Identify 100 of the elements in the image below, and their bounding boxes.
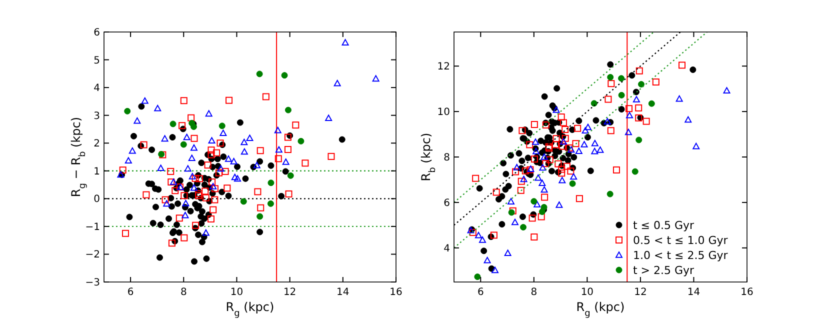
point: [178, 122, 186, 130]
point: [257, 204, 264, 212]
point: [190, 184, 198, 191]
point: [284, 146, 292, 153]
point: [176, 214, 183, 222]
point: [692, 142, 700, 150]
point: [240, 198, 247, 205]
point: [618, 75, 625, 82]
point: [216, 140, 224, 147]
point: [584, 124, 592, 130]
point: [256, 213, 264, 220]
point: [262, 93, 270, 100]
point: [596, 146, 604, 153]
point: [591, 148, 598, 154]
point: [562, 126, 569, 133]
point: [475, 232, 482, 238]
x-tick-label: 8: [530, 287, 538, 298]
point: [157, 164, 164, 172]
point: [532, 148, 540, 154]
x-tick-label: 10: [580, 287, 594, 298]
point: [298, 138, 304, 144]
point: [268, 180, 274, 186]
point: [180, 234, 188, 242]
point: [566, 144, 573, 152]
point: [287, 172, 294, 179]
point: [626, 105, 632, 112]
point: [517, 186, 524, 194]
y-tick-label: 4: [94, 83, 100, 94]
point: [546, 156, 554, 164]
point: [590, 100, 598, 107]
point: [208, 151, 215, 158]
point: [207, 215, 214, 222]
point: [636, 67, 643, 74]
y-tick-label: 3: [94, 110, 100, 122]
point: [124, 157, 132, 164]
point: [532, 138, 540, 145]
point: [520, 176, 528, 182]
point: [511, 218, 518, 226]
point: [190, 144, 198, 151]
point: [606, 190, 614, 198]
point: [684, 116, 692, 123]
y-tick-label: −1: [85, 222, 100, 233]
point: [163, 200, 170, 207]
point: [372, 75, 380, 82]
point: [215, 169, 222, 176]
point: [518, 127, 526, 134]
point: [580, 141, 588, 148]
point: [582, 127, 589, 134]
point: [558, 170, 566, 177]
y-tick-label: 5: [94, 55, 100, 66]
point: [195, 192, 202, 200]
point: [530, 156, 538, 163]
point: [530, 198, 538, 205]
point: [576, 195, 583, 202]
point: [208, 178, 216, 186]
point: [274, 155, 282, 162]
point: [513, 164, 520, 170]
point: [569, 180, 576, 187]
point: [334, 80, 341, 86]
point: [540, 204, 548, 210]
point: [122, 230, 129, 237]
point: [558, 142, 566, 150]
x-axis-title: R$_{g}$ (kpc): [226, 300, 274, 319]
point: [180, 141, 187, 148]
point: [632, 96, 640, 102]
point: [504, 250, 512, 256]
point: [554, 160, 562, 168]
y-tick-label: 6: [94, 28, 100, 38]
point: [562, 134, 569, 142]
point: [210, 182, 217, 190]
y-tick-label: 4: [444, 243, 450, 254]
point: [224, 184, 231, 192]
point: [302, 160, 309, 167]
point: [202, 229, 210, 236]
x-tick-label: 12: [283, 287, 296, 298]
point: [538, 180, 546, 186]
point: [231, 174, 238, 180]
x-tick-label: 16: [740, 287, 754, 298]
point: [172, 187, 179, 194]
point: [552, 141, 559, 148]
point: [558, 114, 565, 120]
point: [162, 196, 169, 204]
point: [190, 134, 198, 142]
point: [512, 168, 520, 176]
point: [218, 122, 226, 130]
point: [246, 134, 254, 142]
point: [202, 194, 210, 202]
point: [282, 158, 290, 165]
point: [484, 256, 491, 264]
legend-label: t ≤ 0.5 Gyr: [633, 219, 695, 232]
point: [479, 236, 486, 243]
point: [170, 178, 178, 185]
point: [167, 168, 174, 175]
point: [274, 126, 282, 134]
point: [188, 172, 196, 180]
point: [469, 228, 476, 236]
y-tick-label: 2: [94, 138, 100, 150]
point: [124, 108, 131, 114]
point: [608, 80, 615, 88]
legend-label: 0.5 < t ≤ 1.0 Gyr: [633, 234, 728, 247]
